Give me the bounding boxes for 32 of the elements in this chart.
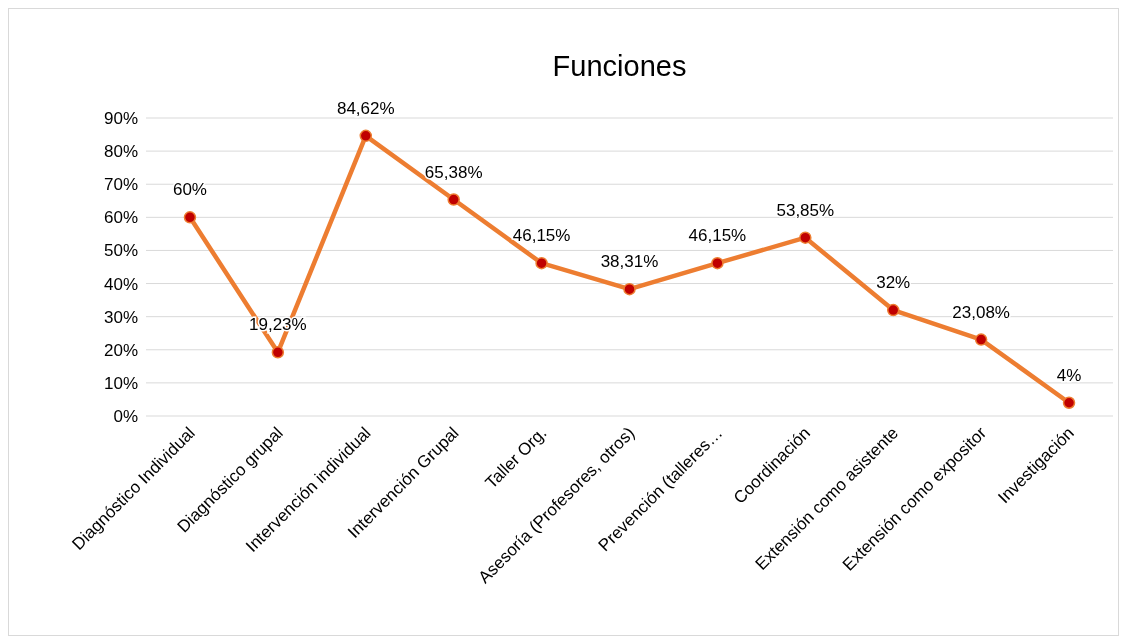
point [359, 129, 373, 143]
y-tick-label: 40% [103, 274, 138, 294]
data-label: 46,15% [512, 226, 571, 246]
data-label: 46,15% [688, 226, 747, 246]
data-label: 32% [876, 273, 911, 293]
y-tick-label: 0% [113, 406, 138, 426]
data-label: 4% [1056, 365, 1082, 385]
point [535, 256, 548, 270]
y-tick-label: 10% [103, 373, 138, 393]
y-tick-label: 80% [103, 142, 138, 162]
point [974, 333, 988, 346]
point [1062, 396, 1076, 410]
point [886, 303, 900, 317]
point [799, 231, 812, 244]
point [447, 193, 460, 206]
point [271, 346, 285, 359]
y-tick-label: 90% [103, 108, 138, 128]
data-label: 84,62% [336, 98, 395, 118]
data-label: 53,85% [776, 200, 835, 220]
point [623, 282, 636, 296]
point [711, 256, 724, 270]
data-label: 65,38% [424, 162, 483, 182]
y-tick-label: 20% [103, 340, 138, 360]
data-label: 23,08% [952, 302, 1010, 322]
y-tick-label: 50% [103, 241, 138, 261]
point [183, 211, 197, 224]
y-tick-label: 30% [103, 307, 138, 327]
y-tick-label: 60% [103, 208, 138, 228]
data-label: 38,31% [600, 252, 659, 272]
data-label: 60% [172, 180, 207, 200]
chart-title: Funciones [552, 50, 687, 82]
y-tick-label: 70% [103, 175, 138, 195]
